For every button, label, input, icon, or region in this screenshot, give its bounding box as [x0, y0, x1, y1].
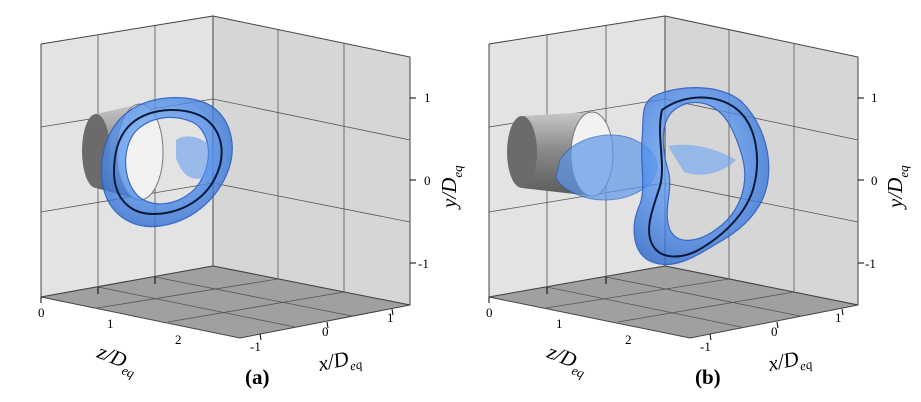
x-tick-label: 0	[771, 324, 778, 339]
axes-box	[40, 15, 416, 341]
tick-marks	[40, 97, 416, 341]
right-wall	[212, 15, 411, 306]
x-axis: -1 0 1 x/Deq	[700, 310, 842, 380]
panel-label: (b)	[695, 365, 721, 389]
vortex-ring-isosurface	[100, 97, 233, 228]
vortex-core-line	[648, 96, 759, 258]
x-axis: -1 0 1 x/Deq	[250, 310, 394, 380]
z-axis-title: z/Deq	[92, 339, 142, 381]
z-tick-label: 2	[625, 332, 632, 347]
floor	[40, 265, 411, 339]
x-tick-label: 1	[835, 310, 842, 325]
x-tick-label: -1	[700, 339, 711, 354]
panel-label: (a)	[245, 365, 270, 389]
y-axis: 1 0 -1 y/Deq	[418, 90, 465, 271]
x-axis-title: x/Deq	[315, 343, 364, 380]
x-axis-title: x/Deq	[765, 343, 814, 380]
y-axis-title: y/Deq	[437, 165, 465, 210]
z-tick-label: 1	[556, 316, 563, 331]
y-tick-label: -1	[418, 256, 429, 271]
y-tick-label: 0	[871, 173, 878, 188]
vortex-ring-isosurface	[555, 87, 770, 266]
y-tick-label: 1	[871, 90, 878, 105]
y-tick-label: 0	[424, 173, 431, 188]
tick-marks	[488, 97, 864, 341]
z-tick-label: 0	[486, 305, 493, 320]
z-tick-label: 2	[175, 332, 182, 347]
grid-lines	[40, 26, 411, 328]
z-tick-label: 0	[38, 305, 45, 320]
z-axis-title: z/Deq	[542, 339, 592, 381]
panel-a: 1 0 -1 y/Deq 0 1 2 z/Deq -1 0 1 x/Deq (a…	[38, 15, 465, 389]
panel-b: 1 0 -1 y/Deq 0 1 2 z/Deq -1 0 1 x/Deq (b…	[486, 15, 911, 389]
y-tick-label: -1	[865, 256, 876, 271]
x-tick-label: 1	[387, 310, 394, 325]
grid-lines	[488, 26, 859, 328]
y-axis-title: y/Deq	[883, 165, 911, 210]
z-tick-label: 1	[107, 316, 114, 331]
x-tick-label: 0	[322, 324, 329, 339]
x-tick-label: -1	[250, 339, 261, 354]
y-axis: 1 0 -1 y/Deq	[865, 90, 911, 271]
vortex-core-line	[112, 109, 223, 216]
y-tick-label: 1	[424, 90, 431, 105]
